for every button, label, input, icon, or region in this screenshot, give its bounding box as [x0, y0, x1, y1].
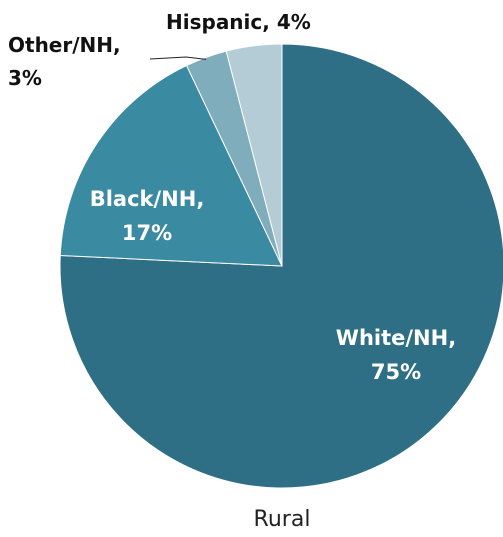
data-label-hispanic: Hispanic, 4% — [166, 10, 311, 34]
leader-line-other-nh — [149, 56, 207, 60]
data-label-other-nh: Other/NH, 3% — [8, 33, 121, 90]
chart-caption: Rural — [254, 507, 311, 532]
data-label-black-nh: Black/NH, 17% — [90, 187, 205, 245]
data-label-white-nh: White/NH, 75% — [336, 326, 456, 384]
pie-slice-black-nh — [59, 64, 283, 267]
pie-slices — [59, 43, 503, 489]
pie-labels: White/NH, 75% Black/NH, 17% Other/NH, 3% Hispa… — [8, 10, 456, 384]
pie-slice-hispanic — [225, 43, 283, 267]
